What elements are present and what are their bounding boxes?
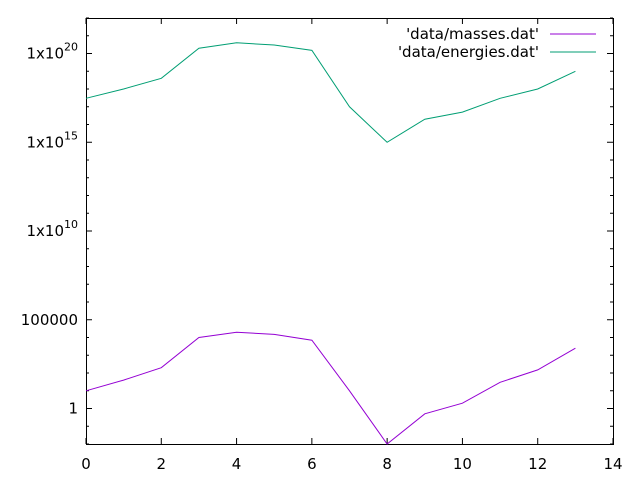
y-tick-label: 1x1015 <box>26 129 78 151</box>
x-tick-label: 8 <box>382 455 392 473</box>
y-tick-base: 1x10 <box>26 222 64 240</box>
y-tick-label: 1x1010 <box>26 218 78 240</box>
y-tick-exponent: 20 <box>64 41 78 54</box>
series-line-1 <box>85 42 576 143</box>
series-layer <box>85 42 576 445</box>
x-axis: 0 2 4 6 8 10 12 14 <box>81 18 623 473</box>
x-tick-label: 14 <box>603 455 622 473</box>
x-tick-label: 10 <box>453 455 472 473</box>
x-tick-label: 6 <box>307 455 317 473</box>
x-tick-label: 0 <box>81 455 91 473</box>
y-tick-exponent: 10 <box>64 218 78 231</box>
y-tick-base: 1x10 <box>26 45 64 63</box>
plot-frame <box>86 18 614 445</box>
x-tick-label: 12 <box>528 455 547 473</box>
x-tick-label: 2 <box>157 455 167 473</box>
y-tick-base: 1x10 <box>26 133 64 151</box>
y-tick-base: 100000 <box>21 311 78 329</box>
y-tick-label: 100000 <box>21 311 78 329</box>
legend: 'data/masses.dat''data/energies.dat' <box>398 25 596 61</box>
series-line-0 <box>85 331 576 445</box>
y-tick-exponent: 15 <box>64 129 78 142</box>
legend-label: 'data/masses.dat' <box>406 25 539 43</box>
x-tick-label: 4 <box>232 455 242 473</box>
y-tick-label: 1x1020 <box>26 41 78 63</box>
legend-label: 'data/energies.dat' <box>398 43 539 61</box>
y-tick-label: 1 <box>68 400 78 418</box>
y-tick-base: 1 <box>68 400 78 418</box>
